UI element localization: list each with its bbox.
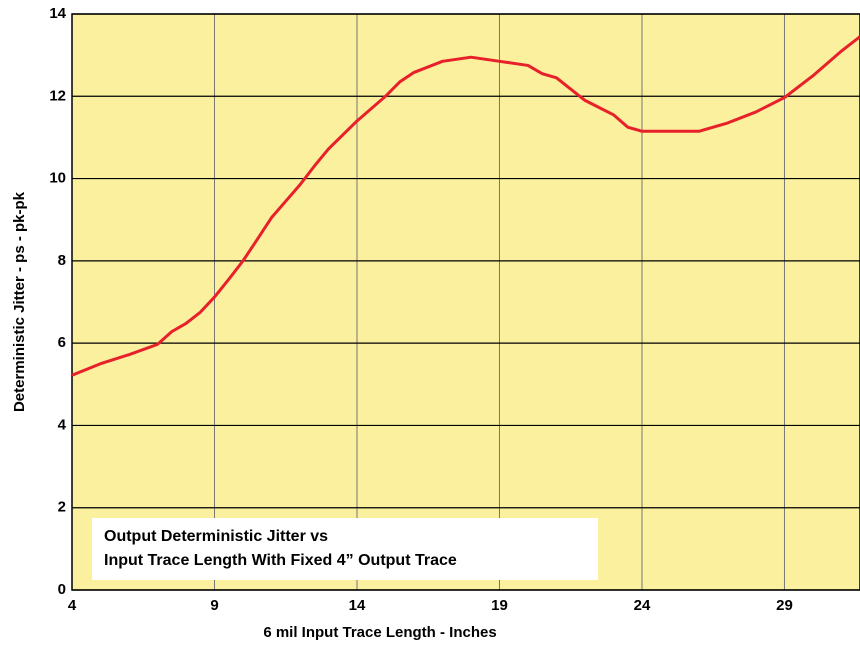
y-axis-label: Deterministic Jitter - ps - pk-pk [11, 191, 28, 412]
x-tick-label: 4 [68, 597, 77, 614]
y-tick-label: 14 [49, 5, 66, 22]
x-axis-label: 6 mil Input Trace Length - Inches [263, 624, 496, 641]
annotation-text: Input Trace Length With Fixed 4” Output … [104, 552, 457, 569]
y-tick-label: 10 [49, 170, 66, 187]
y-tick-label: 4 [58, 416, 67, 433]
x-tick-label: 14 [349, 597, 366, 614]
y-tick-label: 8 [58, 252, 66, 269]
x-tick-label: 9 [210, 597, 218, 614]
y-tick-label: 12 [49, 87, 66, 104]
x-tick-label: 19 [491, 597, 508, 614]
plot-area [72, 14, 860, 590]
annotation-text: Output Deterministic Jitter vs [104, 528, 328, 545]
annotation-box [92, 518, 598, 580]
y-tick-label: 0 [58, 581, 66, 598]
y-tick-label: 2 [58, 499, 66, 516]
plot-frame [71, 13, 860, 591]
y-tick-label: 6 [58, 334, 66, 351]
data-line [71, 35, 860, 377]
x-tick-label: 24 [634, 597, 651, 614]
x-tick-label: 29 [776, 597, 793, 614]
